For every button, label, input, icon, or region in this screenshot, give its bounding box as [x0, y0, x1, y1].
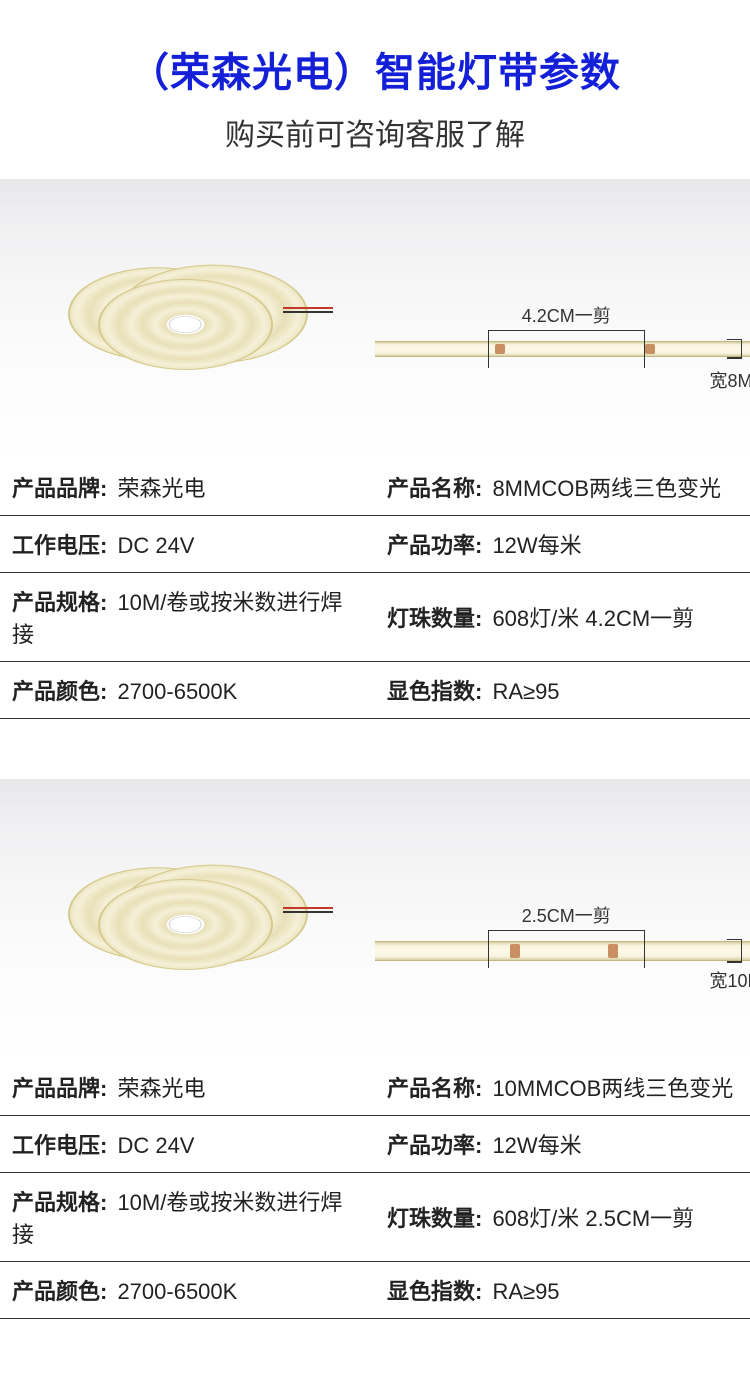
spec-label: 产品名称:	[387, 476, 482, 501]
spec-cell: 产品名称: 10MMCOB两线三色变光	[375, 1059, 750, 1116]
spec-label: 显色指数:	[387, 679, 482, 704]
spec-label: 产品规格:	[12, 1190, 107, 1215]
spec-value: 2700-6500K	[111, 679, 237, 704]
spec-cell: 产品功率: 12W每米	[375, 1116, 750, 1173]
spec-cell: 显色指数: RA≥95	[375, 1262, 750, 1319]
spec-value: 8MMCOB两线三色变光	[486, 476, 721, 501]
spec-cell: 产品品牌: 荣森光电	[0, 1059, 375, 1116]
led-strip	[375, 941, 750, 961]
spec-cell: 产品名称: 8MMCOB两线三色变光	[375, 459, 750, 516]
spec-label: 产品颜色:	[12, 1279, 107, 1304]
spec-row: 产品颜色: 2700-6500K 显色指数: RA≥95	[0, 662, 750, 719]
cut-dimension: 2.5CM一剪	[488, 902, 646, 931]
spec-value: RA≥95	[486, 1279, 559, 1304]
cut-dimension: 4.2CM一剪	[488, 302, 646, 331]
spec-cell: 产品规格: 10M/卷或按米数进行焊接	[0, 1173, 375, 1262]
spec-label: 灯珠数量:	[387, 1206, 482, 1231]
led-strip	[375, 341, 750, 357]
reel-photo	[0, 179, 375, 459]
spec-value: RA≥95	[486, 679, 559, 704]
spec-cell: 产品品牌: 荣森光电	[0, 459, 375, 516]
spec-cell: 灯珠数量: 608灯/米 4.2CM一剪	[375, 573, 750, 662]
spec-row: 产品颜色: 2700-6500K 显色指数: RA≥95	[0, 1262, 750, 1319]
spec-cell: 工作电压: DC 24V	[0, 516, 375, 573]
product-image: 4.2CM一剪宽8MM	[0, 179, 750, 459]
spec-table: 产品品牌: 荣森光电 产品名称: 8MMCOB两线三色变光 工作电压: DC 2…	[0, 459, 750, 719]
spec-row: 产品品牌: 荣森光电 产品名称: 10MMCOB两线三色变光	[0, 1059, 750, 1116]
reel-photo	[0, 779, 375, 1059]
spec-value: DC 24V	[111, 1133, 194, 1158]
spec-table: 产品品牌: 荣森光电 产品名称: 10MMCOB两线三色变光 工作电压: DC …	[0, 1059, 750, 1319]
spec-value: 608灯/米 2.5CM一剪	[486, 1206, 694, 1231]
strip-diagram: 2.5CM一剪宽10MM	[375, 779, 750, 1059]
product-image: 2.5CM一剪宽10MM	[0, 779, 750, 1059]
spec-label: 产品名称:	[387, 1076, 482, 1101]
spec-label: 产品颜色:	[12, 679, 107, 704]
spec-label: 产品规格:	[12, 590, 107, 615]
spec-value: 荣森光电	[111, 1076, 205, 1101]
width-dimension-label: 宽10MM	[710, 967, 750, 993]
spec-label: 工作电压:	[12, 1133, 107, 1158]
product-block: 4.2CM一剪宽8MM 产品品牌: 荣森光电 产品名称: 8MMCOB两线三色变…	[0, 179, 750, 719]
spec-value: 12W每米	[486, 1133, 581, 1158]
spec-cell: 产品颜色: 2700-6500K	[0, 662, 375, 719]
spec-value: 12W每米	[486, 533, 581, 558]
spec-label: 产品品牌:	[12, 476, 107, 501]
spec-label: 灯珠数量:	[387, 606, 482, 631]
spec-cell: 产品功率: 12W每米	[375, 516, 750, 573]
spec-value: 10MMCOB两线三色变光	[486, 1076, 733, 1101]
spec-label: 产品功率:	[387, 533, 482, 558]
strip-diagram: 4.2CM一剪宽8MM	[375, 179, 750, 459]
header: （荣森光电）智能灯带参数 购买前可咨询客服了解	[0, 0, 750, 179]
spec-value: 荣森光电	[111, 476, 205, 501]
spec-cell: 工作电压: DC 24V	[0, 1116, 375, 1173]
spec-label: 显色指数:	[387, 1279, 482, 1304]
spec-cell: 显色指数: RA≥95	[375, 662, 750, 719]
page-subtitle: 购买前可咨询客服了解	[20, 110, 730, 154]
spec-row: 产品品牌: 荣森光电 产品名称: 8MMCOB两线三色变光	[0, 459, 750, 516]
spec-value: DC 24V	[111, 533, 194, 558]
products-container: 4.2CM一剪宽8MM 产品品牌: 荣森光电 产品名称: 8MMCOB两线三色变…	[0, 179, 750, 1319]
spec-cell: 灯珠数量: 608灯/米 2.5CM一剪	[375, 1173, 750, 1262]
spec-row: 工作电压: DC 24V 产品功率: 12W每米	[0, 516, 750, 573]
spec-label: 产品功率:	[387, 1133, 482, 1158]
spec-cell: 产品规格: 10M/卷或按米数进行焊接	[0, 573, 375, 662]
spec-value: 2700-6500K	[111, 1279, 237, 1304]
spec-label: 工作电压:	[12, 533, 107, 558]
spec-row: 工作电压: DC 24V 产品功率: 12W每米	[0, 1116, 750, 1173]
cut-dimension-label: 4.2CM一剪	[488, 302, 646, 328]
width-dimension-label: 宽8MM	[710, 367, 750, 393]
product-block: 2.5CM一剪宽10MM 产品品牌: 荣森光电 产品名称: 10MMCOB两线三…	[0, 779, 750, 1319]
spec-row: 产品规格: 10M/卷或按米数进行焊接 灯珠数量: 608灯/米 4.2CM一剪	[0, 573, 750, 662]
page-title: （荣森光电）智能灯带参数	[20, 40, 730, 98]
spec-label: 产品品牌:	[12, 1076, 107, 1101]
spec-value: 608灯/米 4.2CM一剪	[486, 606, 694, 631]
cut-dimension-label: 2.5CM一剪	[488, 902, 646, 928]
spec-row: 产品规格: 10M/卷或按米数进行焊接 灯珠数量: 608灯/米 2.5CM一剪	[0, 1173, 750, 1262]
spec-cell: 产品颜色: 2700-6500K	[0, 1262, 375, 1319]
